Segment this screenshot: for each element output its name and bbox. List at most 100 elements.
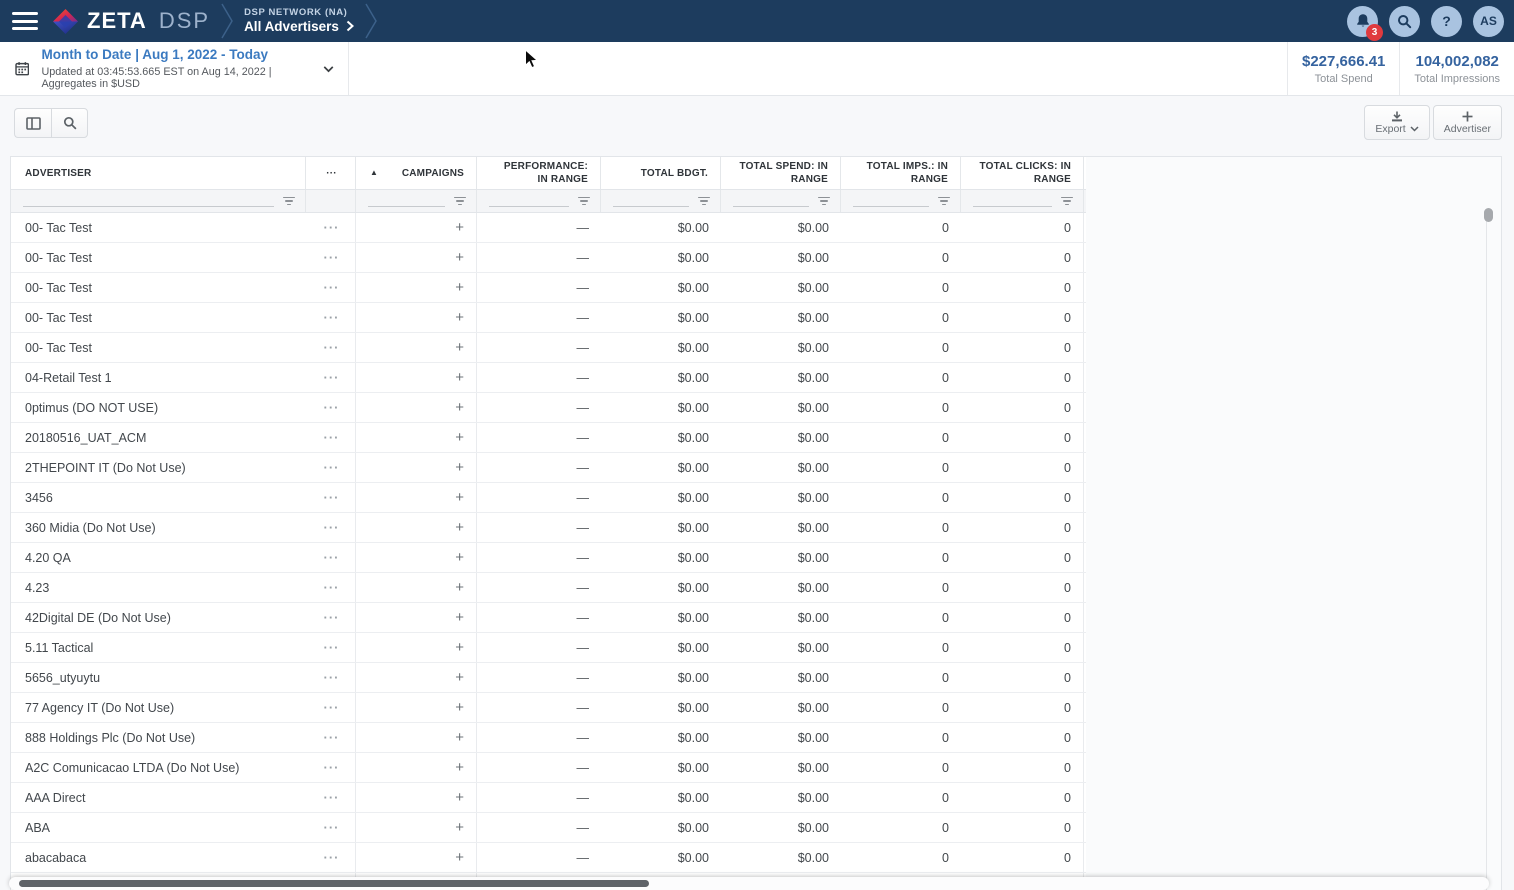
cell-campaigns[interactable]: + bbox=[356, 543, 477, 572]
cell-dots[interactable]: ··· bbox=[306, 453, 356, 482]
cell-advertiser[interactable]: AAA Direct bbox=[25, 790, 86, 805]
filter-input-performance[interactable] bbox=[489, 195, 569, 207]
hamburger-menu-icon[interactable] bbox=[12, 12, 38, 30]
cell-dots[interactable]: ··· bbox=[306, 333, 356, 362]
cell-advertiser[interactable]: 0ptimus (DO NOT USE) bbox=[25, 400, 159, 415]
column-header-dots[interactable]: ··· bbox=[306, 157, 356, 189]
cell-advertiser[interactable]: A2C Comunicacao LTDA (Do Not Use) bbox=[25, 760, 240, 775]
cell-campaigns[interactable]: + bbox=[356, 393, 477, 422]
filter-icon[interactable] bbox=[1061, 196, 1073, 206]
filter-input-campaigns[interactable] bbox=[368, 195, 445, 207]
cell-campaigns[interactable]: + bbox=[356, 303, 477, 332]
filter-input-advertiser[interactable] bbox=[23, 195, 274, 207]
column-settings-button[interactable] bbox=[14, 108, 51, 138]
cell-advertiser[interactable]: 888 Holdings Plc (Do Not Use) bbox=[25, 730, 196, 745]
cell-advertiser[interactable]: 4.20 QA bbox=[25, 550, 71, 565]
user-avatar[interactable]: AS bbox=[1473, 5, 1504, 37]
cell-campaigns[interactable]: + bbox=[356, 573, 477, 602]
column-header-total_spend[interactable]: TOTAL SPEND: IN RANGE bbox=[721, 157, 841, 189]
vertical-scrollbar-thumb[interactable] bbox=[1484, 208, 1493, 222]
cell-campaigns[interactable]: + bbox=[356, 663, 477, 692]
cell-dots[interactable]: ··· bbox=[306, 753, 356, 782]
horizontal-scrollbar-thumb[interactable] bbox=[19, 880, 649, 887]
cell-dots[interactable]: ··· bbox=[306, 813, 356, 842]
cell-dots[interactable]: ··· bbox=[306, 213, 356, 242]
cell-advertiser[interactable]: 2THEPOINT IT (Do Not Use) bbox=[25, 460, 186, 475]
chevron-down-icon[interactable] bbox=[323, 65, 334, 73]
column-header-total_imps[interactable]: TOTAL IMPS.: IN RANGE bbox=[841, 157, 961, 189]
cell-dots[interactable]: ··· bbox=[306, 243, 356, 272]
column-header-campaigns[interactable]: ▲ CAMPAIGNS bbox=[356, 157, 477, 189]
breadcrumb[interactable]: DSP NETWORK (NA) All Advertisers bbox=[244, 7, 354, 34]
cell-advertiser[interactable]: 20180516_UAT_ACM bbox=[25, 430, 147, 445]
cell-campaigns[interactable]: + bbox=[356, 243, 477, 272]
cell-dots[interactable]: ··· bbox=[306, 273, 356, 302]
cell-campaigns[interactable]: + bbox=[356, 843, 477, 872]
cell-advertiser[interactable]: 00- Tac Test bbox=[25, 340, 92, 355]
breadcrumb-current-page[interactable]: All Advertisers bbox=[244, 18, 339, 34]
cell-campaigns[interactable]: + bbox=[356, 603, 477, 632]
cell-advertiser[interactable]: 360 Midia (Do Not Use) bbox=[25, 520, 156, 535]
cell-dots[interactable]: ··· bbox=[306, 603, 356, 632]
cell-dots[interactable]: ··· bbox=[306, 423, 356, 452]
date-range-selector[interactable]: Month to Date | Aug 1, 2022 - Today Upda… bbox=[0, 42, 349, 95]
cell-dots[interactable]: ··· bbox=[306, 663, 356, 692]
cell-campaigns[interactable]: + bbox=[356, 273, 477, 302]
cell-advertiser[interactable]: 3456 bbox=[25, 490, 53, 505]
filter-input-total_imps[interactable] bbox=[853, 195, 929, 207]
cell-campaigns[interactable]: + bbox=[356, 483, 477, 512]
cell-campaigns[interactable]: + bbox=[356, 783, 477, 812]
cell-dots[interactable]: ··· bbox=[306, 483, 356, 512]
help-button[interactable]: ? bbox=[1431, 5, 1462, 37]
cell-advertiser[interactable]: ABA bbox=[25, 820, 51, 835]
cell-dots[interactable]: ··· bbox=[306, 633, 356, 662]
filter-icon[interactable] bbox=[283, 196, 295, 206]
cell-campaigns[interactable]: + bbox=[356, 423, 477, 452]
column-header-advertiser[interactable]: ADVERTISER bbox=[11, 157, 306, 189]
cell-campaigns[interactable]: + bbox=[356, 453, 477, 482]
cell-advertiser[interactable]: 5656_utyuytu bbox=[25, 670, 101, 685]
column-header-performance[interactable]: PERFORMANCE: IN RANGE bbox=[477, 157, 601, 189]
cell-dots[interactable]: ··· bbox=[306, 693, 356, 722]
filter-input-total_bdgt[interactable] bbox=[613, 195, 689, 207]
export-button[interactable]: Export bbox=[1364, 105, 1430, 140]
notifications-button[interactable]: 3 bbox=[1347, 5, 1383, 41]
cell-dots[interactable]: ··· bbox=[306, 363, 356, 392]
cell-dots[interactable]: ··· bbox=[306, 303, 356, 332]
cell-dots[interactable]: ··· bbox=[306, 393, 356, 422]
column-header-total_bdgt[interactable]: TOTAL BDGT. bbox=[601, 157, 721, 189]
cell-campaigns[interactable]: + bbox=[356, 813, 477, 842]
chevron-right-icon[interactable] bbox=[346, 20, 354, 32]
cell-advertiser[interactable]: 00- Tac Test bbox=[25, 250, 92, 265]
filter-icon[interactable] bbox=[938, 196, 950, 206]
cell-advertiser[interactable]: 4.23 bbox=[25, 580, 50, 595]
cell-campaigns[interactable]: + bbox=[356, 633, 477, 662]
cell-advertiser[interactable]: abacabaca bbox=[25, 850, 87, 865]
column-header-total_clicks[interactable]: TOTAL CLICKS: IN RANGE bbox=[961, 157, 1084, 189]
cell-advertiser[interactable]: 77 Agency IT (Do Not Use) bbox=[25, 700, 175, 715]
cell-campaigns[interactable]: + bbox=[356, 513, 477, 542]
cell-advertiser[interactable]: 5.11 Tactical bbox=[25, 640, 94, 655]
filter-input-total_spend[interactable] bbox=[733, 195, 809, 207]
cell-advertiser[interactable]: 04-Retail Test 1 bbox=[25, 370, 112, 385]
cell-dots[interactable]: ··· bbox=[306, 843, 356, 872]
cell-dots[interactable]: ··· bbox=[306, 723, 356, 752]
filter-input-total_clicks[interactable] bbox=[973, 195, 1052, 207]
date-range-title[interactable]: Month to Date | Aug 1, 2022 - Today bbox=[41, 47, 268, 62]
vertical-scrollbar-track[interactable] bbox=[1486, 213, 1487, 890]
cell-dots[interactable]: ··· bbox=[306, 573, 356, 602]
cell-campaigns[interactable]: + bbox=[356, 333, 477, 362]
cell-advertiser[interactable]: 42Digital DE (Do Not Use) bbox=[25, 610, 171, 625]
filter-icon[interactable] bbox=[578, 196, 590, 206]
cell-dots[interactable]: ··· bbox=[306, 783, 356, 812]
filter-icon[interactable] bbox=[698, 196, 710, 206]
cell-campaigns[interactable]: + bbox=[356, 693, 477, 722]
cell-dots[interactable]: ··· bbox=[306, 513, 356, 542]
filter-icon[interactable] bbox=[818, 196, 830, 206]
cell-campaigns[interactable]: + bbox=[356, 753, 477, 782]
cell-advertiser[interactable]: 00- Tac Test bbox=[25, 310, 92, 325]
cell-campaigns[interactable]: + bbox=[356, 723, 477, 752]
global-search-button[interactable] bbox=[1389, 5, 1420, 37]
cell-advertiser[interactable]: 00- Tac Test bbox=[25, 280, 92, 295]
cell-advertiser[interactable]: 00- Tac Test bbox=[25, 220, 92, 235]
